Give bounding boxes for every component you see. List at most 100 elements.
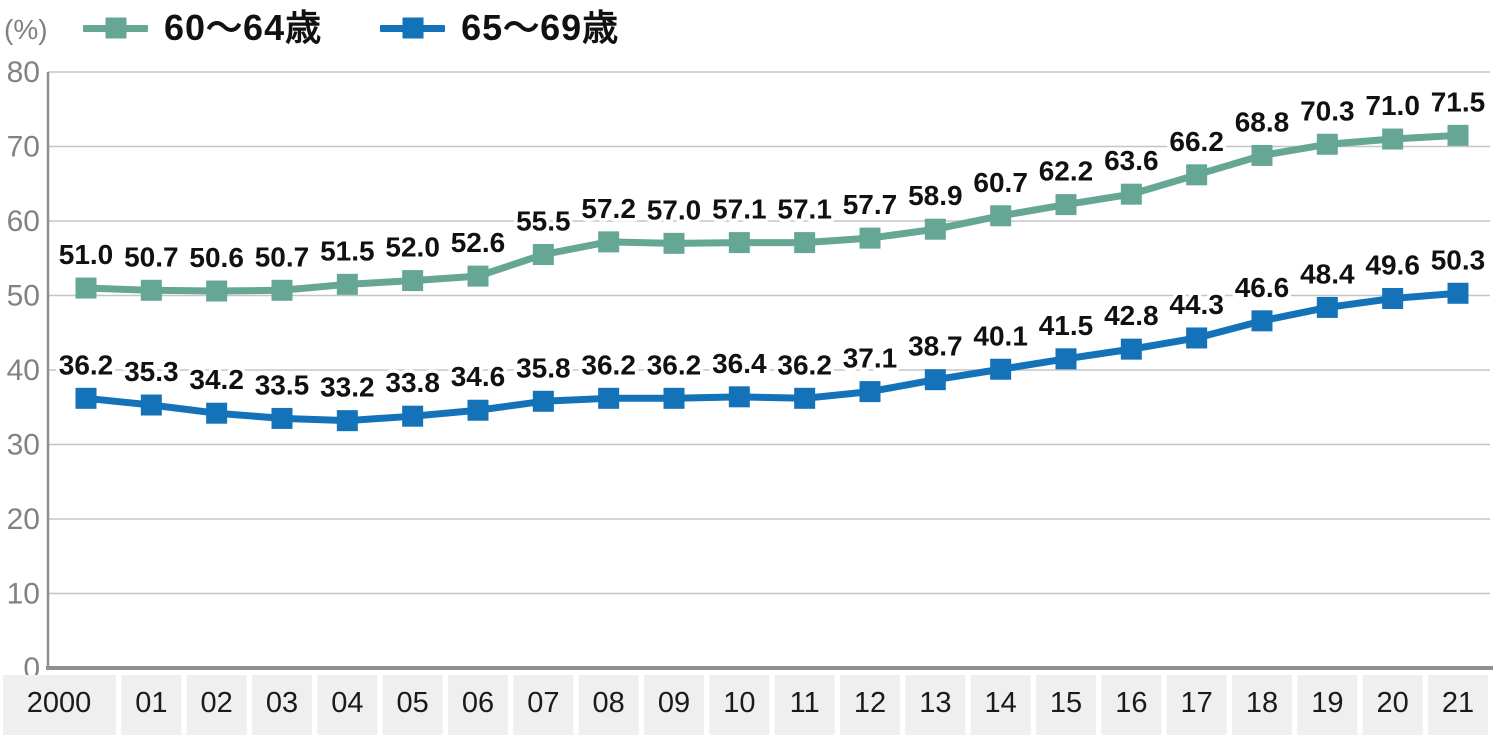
data-point-0-09 bbox=[663, 232, 685, 254]
data-label-0-16: 63.6 bbox=[1104, 145, 1159, 176]
data-point-1-17 bbox=[1186, 327, 1208, 349]
data-point-1-21 bbox=[1447, 282, 1469, 304]
x-tick-cell-19 bbox=[1297, 675, 1358, 735]
data-point-0-10 bbox=[728, 232, 750, 254]
data-label-1-02: 34.2 bbox=[189, 364, 244, 395]
data-label-0-21: 71.5 bbox=[1431, 86, 1486, 117]
x-tick-label-06: 06 bbox=[462, 687, 494, 719]
data-point-0-05 bbox=[402, 270, 424, 292]
x-tick-label-04: 04 bbox=[331, 687, 363, 719]
data-label-0-18: 68.8 bbox=[1235, 106, 1290, 137]
y-tick-label-70: 70 bbox=[7, 131, 40, 164]
legend-line-marker-icon bbox=[83, 17, 148, 39]
data-point-0-13 bbox=[924, 218, 946, 240]
x-tick-label-13: 13 bbox=[919, 687, 951, 719]
data-label-1-11: 36.2 bbox=[777, 349, 832, 380]
x-tick-label-16: 16 bbox=[1115, 687, 1147, 719]
x-tick-label-01: 01 bbox=[135, 687, 167, 719]
data-label-0-11: 57.1 bbox=[777, 194, 832, 225]
data-label-0-13: 58.9 bbox=[908, 180, 963, 211]
data-point-0-17 bbox=[1186, 164, 1208, 186]
x-tick-label-03: 03 bbox=[266, 687, 298, 719]
data-label-0-15: 62.2 bbox=[1039, 156, 1094, 187]
data-label-1-18: 46.6 bbox=[1235, 272, 1290, 303]
x-tick-label-2000: 2000 bbox=[27, 687, 92, 719]
data-label-0-07: 55.5 bbox=[516, 206, 571, 237]
data-label-0-08: 57.2 bbox=[581, 193, 636, 224]
y-tick-label-50: 50 bbox=[7, 280, 40, 313]
y-tick-label-60: 60 bbox=[7, 205, 40, 238]
data-point-0-11 bbox=[794, 232, 816, 254]
data-point-0-14 bbox=[990, 205, 1012, 227]
data-point-1-19 bbox=[1316, 296, 1338, 318]
data-label-0-17: 66.2 bbox=[1169, 126, 1224, 157]
data-label-0-09: 57.0 bbox=[647, 194, 702, 225]
x-tick-cell-14 bbox=[970, 675, 1031, 735]
x-tick-label-12: 12 bbox=[854, 687, 886, 719]
x-tick-cell-10 bbox=[709, 675, 770, 735]
data-label-1-10: 36.4 bbox=[712, 348, 767, 379]
x-tick-label-19: 19 bbox=[1311, 687, 1343, 719]
data-label-0-20: 71.0 bbox=[1365, 90, 1420, 121]
data-point-0-16 bbox=[1120, 183, 1142, 205]
data-point-0-19 bbox=[1316, 133, 1338, 155]
x-tick-cell-18 bbox=[1231, 675, 1292, 735]
data-point-1-02 bbox=[206, 402, 228, 424]
x-tick-cell-05 bbox=[382, 675, 443, 735]
data-label-0-06: 52.6 bbox=[451, 227, 506, 258]
data-point-0-03 bbox=[271, 279, 293, 301]
data-point-1-2000 bbox=[75, 387, 97, 409]
data-label-1-16: 42.8 bbox=[1104, 300, 1159, 331]
data-point-0-04 bbox=[336, 273, 358, 295]
x-tick-cell-17 bbox=[1166, 675, 1227, 735]
x-tick-cell-11 bbox=[774, 675, 835, 735]
data-label-0-2000: 51.0 bbox=[59, 239, 114, 270]
data-label-1-04: 33.2 bbox=[320, 372, 375, 403]
x-tick-label-09: 09 bbox=[658, 687, 690, 719]
x-tick-label-18: 18 bbox=[1246, 687, 1278, 719]
data-point-1-04 bbox=[336, 410, 358, 432]
data-point-0-02 bbox=[206, 280, 228, 302]
data-label-1-19: 48.4 bbox=[1300, 258, 1355, 289]
data-label-1-05: 33.8 bbox=[385, 367, 440, 398]
x-tick-cell-21 bbox=[1427, 675, 1488, 735]
y-tick-label-80: 80 bbox=[7, 56, 40, 89]
data-point-1-11 bbox=[794, 387, 816, 409]
data-point-1-06 bbox=[467, 399, 489, 421]
data-label-0-12: 57.7 bbox=[843, 189, 898, 220]
x-tick-label-15: 15 bbox=[1050, 687, 1082, 719]
data-label-0-03: 50.7 bbox=[255, 241, 310, 272]
data-point-0-18 bbox=[1251, 144, 1273, 166]
data-label-1-03: 33.5 bbox=[255, 369, 310, 400]
data-label-1-21: 50.3 bbox=[1431, 244, 1486, 275]
x-tick-cell-01 bbox=[121, 675, 182, 735]
data-point-0-12 bbox=[859, 227, 881, 249]
data-label-0-19: 70.3 bbox=[1300, 95, 1355, 126]
data-label-0-04: 51.5 bbox=[320, 235, 375, 266]
data-point-1-18 bbox=[1251, 310, 1273, 332]
data-label-1-20: 49.6 bbox=[1365, 249, 1420, 280]
data-label-1-17: 44.3 bbox=[1169, 289, 1224, 320]
data-point-1-10 bbox=[728, 386, 750, 408]
legend-item-60-64: 60〜64歳 bbox=[83, 10, 322, 46]
legend-label-60-64: 60〜64歳 bbox=[164, 7, 323, 48]
y-tick-label-40: 40 bbox=[7, 354, 40, 387]
data-point-1-05 bbox=[402, 405, 424, 427]
data-point-1-20 bbox=[1382, 287, 1404, 309]
data-label-1-15: 41.5 bbox=[1039, 310, 1094, 341]
y-tick-label-30: 30 bbox=[7, 429, 40, 462]
x-tick-cell-12 bbox=[839, 675, 900, 735]
data-label-1-2000: 36.2 bbox=[59, 349, 114, 380]
x-tick-cell-16 bbox=[1101, 675, 1162, 735]
x-tick-label-05: 05 bbox=[397, 687, 429, 719]
data-point-1-15 bbox=[1055, 348, 1077, 370]
x-tick-label-10: 10 bbox=[723, 687, 755, 719]
data-point-0-15 bbox=[1055, 194, 1077, 216]
data-label-1-01: 35.3 bbox=[124, 356, 179, 387]
x-tick-cell-15 bbox=[1035, 675, 1096, 735]
data-point-1-12 bbox=[859, 381, 881, 403]
data-label-0-14: 60.7 bbox=[973, 167, 1028, 198]
data-point-0-06 bbox=[467, 265, 489, 287]
series-line-1 bbox=[85, 289, 1459, 425]
